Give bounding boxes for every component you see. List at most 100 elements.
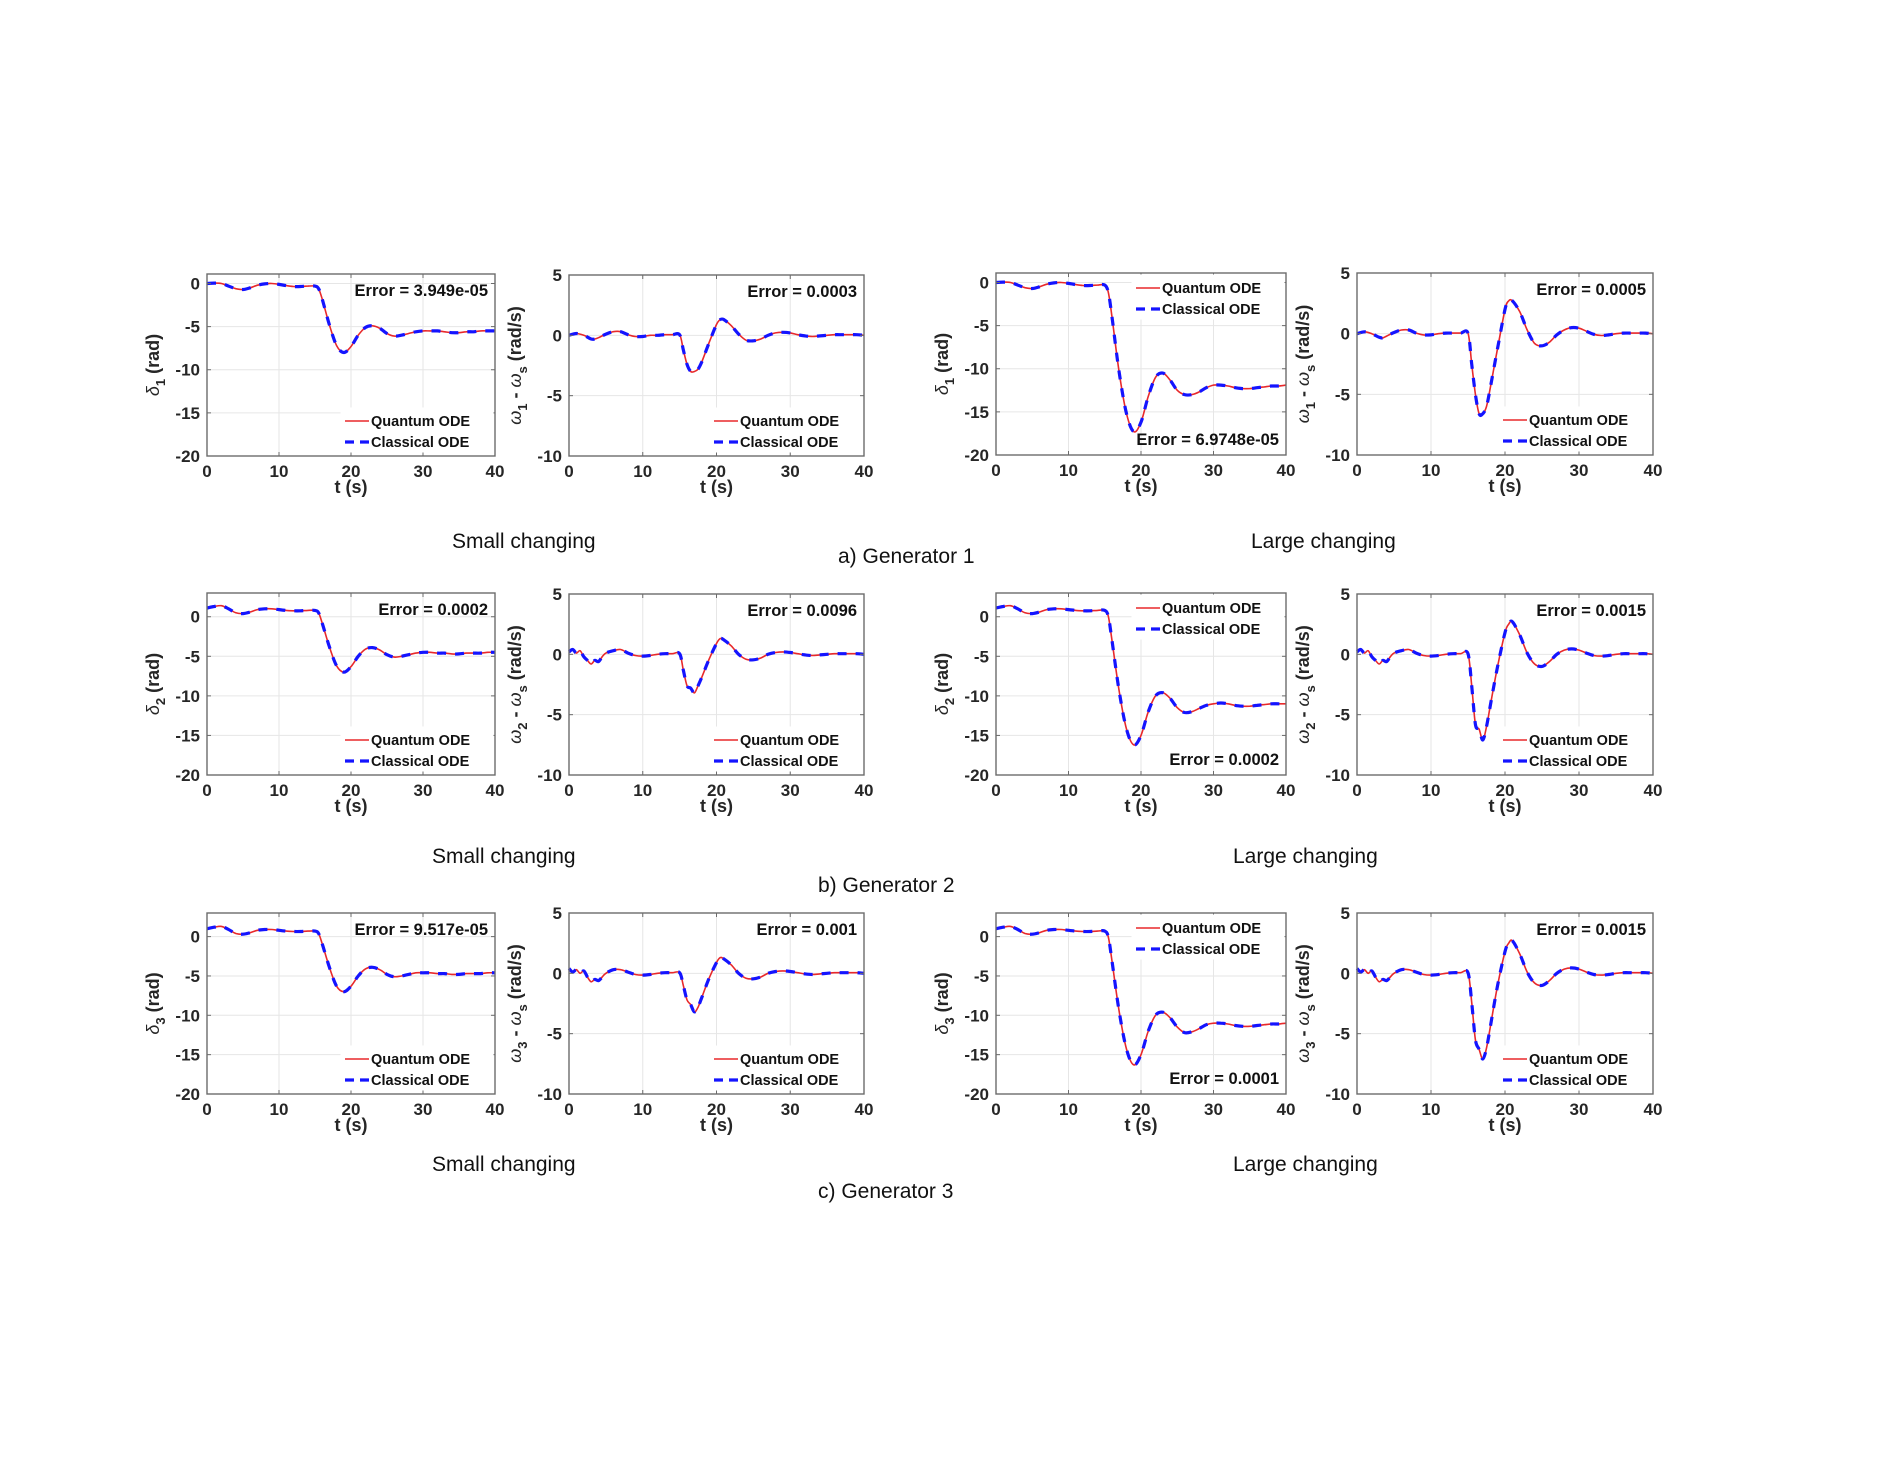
y-tick-label: -15 <box>175 726 200 745</box>
chart-g3_large_delta: 0 10 20 30 40 0 -5 -10 -15 -20 t (s) δ3 (rad) Error … <box>932 912 1296 1135</box>
x-tick-label: 10 <box>270 781 289 800</box>
x-tick-label: 0 <box>564 1100 573 1119</box>
error-annotation: Error = 0.0001 <box>1169 1070 1279 1088</box>
x-tick-label: 0 <box>1352 781 1361 800</box>
series-classical-ode <box>1355 938 1654 1061</box>
x-tick-label: 20 <box>1132 1100 1151 1119</box>
y-tick-label: -10 <box>175 687 200 706</box>
x-tick-label: 30 <box>1204 781 1223 800</box>
y-axis-label: ω1 - ωs (rad/s) <box>1293 305 1318 424</box>
legend-classical-label: Classical ODE <box>740 1073 839 1089</box>
x-tick-label: 20 <box>1132 461 1151 480</box>
legend: Quantum ODE Classical ODE <box>340 407 494 453</box>
x-tick-label: 10 <box>1059 1100 1078 1119</box>
error-annotation: Error = 9.517e-05 <box>355 921 488 939</box>
x-tick-label: 40 <box>1644 461 1663 480</box>
x-tick-label: 10 <box>1059 461 1078 480</box>
x-tick-label: 40 <box>1277 1100 1296 1119</box>
y-tick-label: 0 <box>980 608 989 627</box>
legend: Quantum ODE Classical ODE <box>340 726 494 772</box>
y-axis-label: δ2 (rad) <box>932 653 957 715</box>
legend-classical-label: Classical ODE <box>1529 434 1628 450</box>
y-tick-label: -15 <box>175 1046 200 1065</box>
x-tick-label: 0 <box>1352 1100 1361 1119</box>
legend: Quantum ODE Classical ODE <box>1131 274 1285 320</box>
x-tick-label: 40 <box>1277 781 1296 800</box>
y-tick-label: 0 <box>191 608 200 627</box>
y-tick-label: -15 <box>964 1046 989 1065</box>
y-tick-label: 0 <box>980 928 989 947</box>
y-tick-label: -5 <box>547 1025 562 1044</box>
y-tick-label: -5 <box>185 967 200 986</box>
series-classical-ode <box>1356 619 1654 742</box>
y-tick-label: 0 <box>1341 325 1350 344</box>
y-tick-label: 0 <box>553 964 562 983</box>
series-classical-ode <box>206 924 496 994</box>
x-tick-label: 20 <box>707 1100 726 1119</box>
x-axis-label: t (s) <box>335 1115 368 1135</box>
x-tick-label: 10 <box>633 1100 652 1119</box>
legend-classical-label: Classical ODE <box>1529 1073 1628 1089</box>
series-classical-ode <box>206 604 496 674</box>
y-tick-label: -20 <box>964 446 989 465</box>
y-axis-label: δ1 (rad) <box>932 333 957 395</box>
x-tick-label: 0 <box>564 462 573 481</box>
y-tick-label: -5 <box>1335 385 1350 404</box>
x-tick-label: 40 <box>855 1100 874 1119</box>
y-tick-label: -15 <box>175 404 200 423</box>
figure-subcaption: b) Generator 2 <box>818 874 955 897</box>
y-tick-label: -5 <box>547 706 562 725</box>
y-tick-label: -5 <box>1335 706 1350 725</box>
y-tick-label: 5 <box>553 904 562 923</box>
series-classical-ode <box>568 636 865 695</box>
y-tick-label: -10 <box>537 766 562 785</box>
figure-subcaption: a) Generator 1 <box>838 545 975 568</box>
figure-subcaption: c) Generator 3 <box>818 1180 954 1203</box>
y-tick-label: -5 <box>1335 1025 1350 1044</box>
y-axis-label: ω2 - ωs (rad/s) <box>505 625 530 744</box>
legend: Quantum ODE Classical ODE <box>1498 1045 1652 1091</box>
legend: Quantum ODE Classical ODE <box>1131 914 1285 960</box>
y-tick-label: 0 <box>191 928 200 947</box>
panel-caption: Large changing <box>1233 845 1378 868</box>
y-axis-label: δ3 (rad) <box>143 972 168 1034</box>
panel-caption: Large changing <box>1233 1153 1378 1176</box>
y-tick-label: -20 <box>964 1085 989 1104</box>
x-tick-label: 30 <box>1570 781 1589 800</box>
y-tick-label: 0 <box>980 273 989 292</box>
panel-caption: Small changing <box>432 1153 576 1176</box>
x-axis-label: t (s) <box>335 477 368 497</box>
panel-caption: Small changing <box>452 530 596 553</box>
x-tick-label: 40 <box>855 781 874 800</box>
x-tick-label: 20 <box>1132 781 1151 800</box>
x-tick-label: 30 <box>1204 1100 1223 1119</box>
y-tick-label: -15 <box>964 403 989 422</box>
x-axis-label: t (s) <box>700 796 733 816</box>
series-classical-ode <box>995 924 1287 1067</box>
x-axis-label: t (s) <box>700 477 733 497</box>
x-tick-label: 0 <box>991 781 1000 800</box>
x-tick-label: 30 <box>1570 1100 1589 1119</box>
x-tick-label: 30 <box>1204 461 1223 480</box>
y-tick-label: -10 <box>964 360 989 379</box>
y-tick-label: -5 <box>185 647 200 666</box>
legend-quantum-label: Quantum ODE <box>1529 733 1628 749</box>
series-classical-ode <box>206 281 495 355</box>
x-tick-label: 20 <box>1496 1100 1515 1119</box>
y-tick-label: -20 <box>175 766 200 785</box>
x-tick-label: 10 <box>1422 1100 1441 1119</box>
x-tick-label: 30 <box>781 1100 800 1119</box>
series-classical-ode <box>567 955 865 1014</box>
legend-classical-label: Classical ODE <box>1162 302 1261 318</box>
x-tick-label: 10 <box>1059 781 1078 800</box>
legend: Quantum ODE Classical ODE <box>340 1045 494 1091</box>
x-tick-label: 20 <box>342 462 361 481</box>
x-tick-label: 0 <box>991 1100 1000 1119</box>
x-tick-label: 20 <box>342 781 361 800</box>
y-tick-label: 0 <box>553 645 562 664</box>
panel-caption: Large changing <box>1251 530 1396 553</box>
